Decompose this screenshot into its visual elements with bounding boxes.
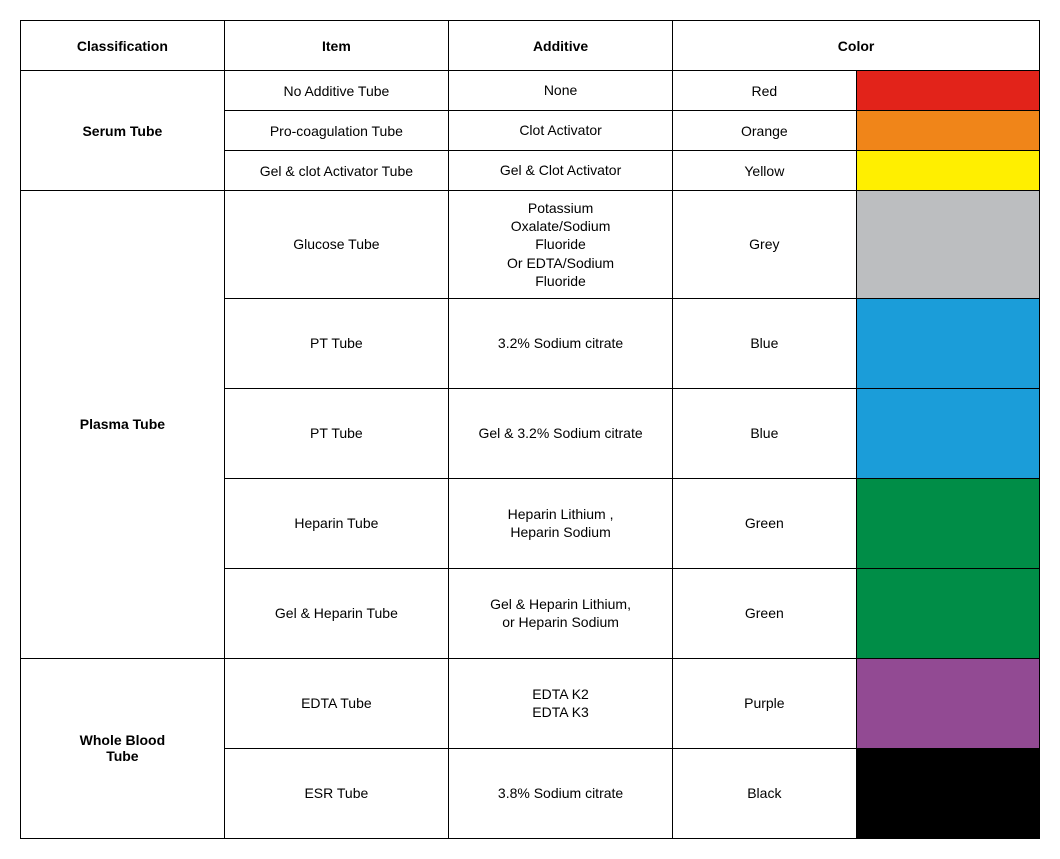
table-body: Serum TubeNo Additive TubeNoneRedPro-coa…: [21, 71, 1040, 839]
tube-classification-table: Classification Item Additive Color Serum…: [20, 20, 1040, 839]
additive-cell: 3.8% Sodium citrate: [448, 748, 672, 838]
additive-cell: 3.2% Sodium citrate: [448, 298, 672, 388]
item-cell: Pro-coagulation Tube: [224, 111, 448, 151]
header-classification: Classification: [21, 21, 225, 71]
color-swatch-cell: [856, 111, 1039, 151]
color-swatch-cell: [856, 658, 1039, 748]
color-name-cell: Grey: [673, 191, 856, 299]
classification-cell: Whole BloodTube: [21, 658, 225, 838]
color-swatch-cell: [856, 71, 1039, 111]
color-name-cell: Red: [673, 71, 856, 111]
color-name-cell: Green: [673, 568, 856, 658]
item-cell: PT Tube: [224, 388, 448, 478]
additive-cell: Gel & 3.2% Sodium citrate: [448, 388, 672, 478]
additive-cell: Clot Activator: [448, 111, 672, 151]
header-color: Color: [673, 21, 1040, 71]
color-swatch-cell: [856, 748, 1039, 838]
table-row: Whole BloodTubeEDTA TubeEDTA K2EDTA K3Pu…: [21, 658, 1040, 748]
color-name-cell: Orange: [673, 111, 856, 151]
color-swatch-cell: [856, 191, 1039, 299]
color-swatch-cell: [856, 478, 1039, 568]
item-cell: PT Tube: [224, 298, 448, 388]
header-additive: Additive: [448, 21, 672, 71]
color-swatch-cell: [856, 388, 1039, 478]
item-cell: Gel & Heparin Tube: [224, 568, 448, 658]
item-cell: Gel & clot Activator Tube: [224, 151, 448, 191]
additive-cell: Gel & Clot Activator: [448, 151, 672, 191]
additive-cell: PotassiumOxalate/SodiumFluorideOr EDTA/S…: [448, 191, 672, 299]
additive-cell: None: [448, 71, 672, 111]
item-cell: Glucose Tube: [224, 191, 448, 299]
classification-cell: Plasma Tube: [21, 191, 225, 659]
header-item: Item: [224, 21, 448, 71]
additive-cell: Heparin Lithium ,Heparin Sodium: [448, 478, 672, 568]
table-header: Classification Item Additive Color: [21, 21, 1040, 71]
color-name-cell: Black: [673, 748, 856, 838]
color-name-cell: Yellow: [673, 151, 856, 191]
additive-cell: EDTA K2EDTA K3: [448, 658, 672, 748]
item-cell: EDTA Tube: [224, 658, 448, 748]
classification-cell: Serum Tube: [21, 71, 225, 191]
additive-cell: Gel & Heparin Lithium,or Heparin Sodium: [448, 568, 672, 658]
item-cell: Heparin Tube: [224, 478, 448, 568]
item-cell: No Additive Tube: [224, 71, 448, 111]
item-cell: ESR Tube: [224, 748, 448, 838]
color-name-cell: Purple: [673, 658, 856, 748]
color-swatch-cell: [856, 298, 1039, 388]
color-swatch-cell: [856, 568, 1039, 658]
color-name-cell: Blue: [673, 298, 856, 388]
table-row: Plasma TubeGlucose TubePotassiumOxalate/…: [21, 191, 1040, 299]
color-swatch-cell: [856, 151, 1039, 191]
color-name-cell: Blue: [673, 388, 856, 478]
color-name-cell: Green: [673, 478, 856, 568]
table-row: Serum TubeNo Additive TubeNoneRed: [21, 71, 1040, 111]
